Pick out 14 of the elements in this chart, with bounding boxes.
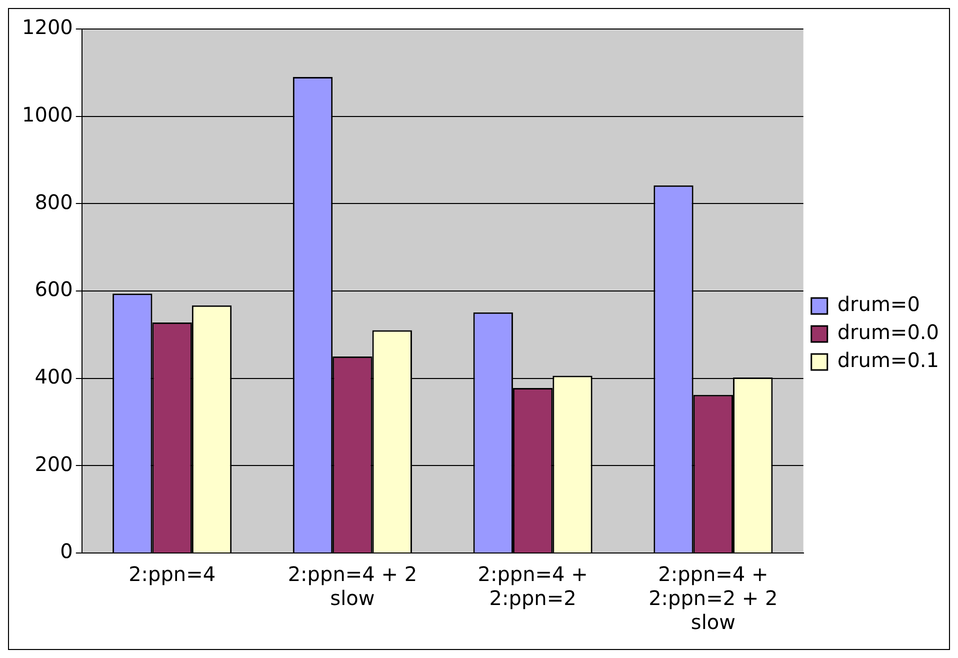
y-tick-label: 1200 [22, 15, 73, 40]
legend-label: drum=0.1 [837, 348, 939, 372]
y-tick-label: 800 [34, 190, 73, 214]
y-tick-label: 200 [34, 452, 73, 476]
y-tick-label: 1000 [22, 102, 73, 127]
x-tick-label: 2:ppn=4 [128, 562, 216, 586]
x-tick-label: 2:ppn=4 + 2:ppn=2 [478, 562, 588, 610]
x-tick-label: 2:ppn=4 + 2:ppn=2 + 2 slow [648, 562, 778, 634]
y-tick-label: 600 [34, 277, 73, 302]
legend-label: drum=0 [837, 292, 920, 316]
legend-label: drum=0.0 [837, 320, 939, 344]
y-tick-label: 400 [34, 364, 73, 389]
y-tick-label: 0 [60, 539, 73, 564]
x-tick-label: 2:ppn=4 + 2 slow [288, 562, 418, 610]
